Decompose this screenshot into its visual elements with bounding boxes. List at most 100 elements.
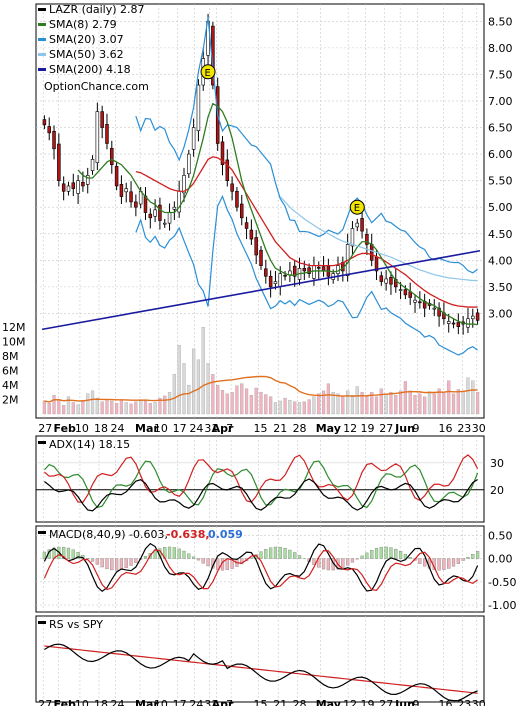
candle-body [197, 85, 200, 131]
x-tick-label-bottom: 27 [38, 698, 52, 706]
rs-panel-frame [36, 616, 484, 702]
candle-body [192, 128, 195, 150]
macd-histogram-bar [418, 559, 421, 564]
x-tick-label: 27 [38, 422, 52, 435]
x-tick-label-bottom: 30 [472, 698, 486, 706]
x-tick-label: 30 [472, 422, 486, 435]
macd-histogram-bar [356, 559, 359, 560]
macd-histogram-bar [288, 550, 291, 559]
candle-body [356, 223, 359, 227]
candle-body [255, 237, 258, 255]
candle-body [134, 202, 137, 207]
macd-y-tick-label: 0.00 [488, 553, 513, 566]
volume-bar [423, 397, 426, 414]
price-y-tick-label: 5.00 [488, 201, 513, 214]
candle-body [67, 186, 70, 191]
volume-bar [144, 401, 147, 414]
volume-bar [130, 404, 133, 414]
volume-bar [81, 400, 84, 414]
x-tick-label: 23 [457, 422, 471, 435]
volume-y-tick-label: 10M [2, 336, 26, 349]
x-tick-label: 15 [254, 422, 268, 435]
macd-histogram-bar [216, 559, 219, 570]
candle-body [53, 131, 56, 149]
volume-bar [399, 391, 402, 414]
macd-histogram-bar [471, 554, 474, 558]
macd-histogram-bar [327, 559, 330, 570]
volume-bar [221, 390, 224, 414]
candle-body [264, 269, 267, 276]
candle-body [245, 223, 248, 229]
macd-legend-swatch [38, 531, 46, 534]
watermark: OptionChance.com [44, 80, 149, 93]
volume-bar [245, 389, 248, 414]
candle-body [279, 274, 282, 287]
x-tick-label-bottom: 7 [226, 698, 233, 706]
volume-bar [269, 397, 272, 414]
volume-bar [168, 392, 171, 414]
macd-histogram-bar [106, 559, 109, 569]
candle-body [361, 218, 364, 231]
candle-body [57, 144, 60, 181]
candle-body [187, 154, 190, 174]
volume-bar [231, 392, 234, 414]
volume-bar [351, 395, 354, 414]
macd-histogram-bar [187, 554, 190, 559]
macd-histogram-bar [192, 557, 195, 559]
x-tick-label-bottom: 24 [189, 698, 203, 706]
macd-histogram-bar [91, 559, 94, 562]
price-y-tick-label: 8.00 [488, 42, 513, 55]
x-tick-label: 9 [413, 422, 420, 435]
candle-body [288, 271, 291, 275]
volume-bar [187, 385, 190, 414]
volume-bar [139, 400, 142, 414]
legend-label: LAZR (daily) 2.87 [49, 3, 145, 16]
candle-body [303, 268, 306, 271]
macd-histogram-bar [385, 547, 388, 559]
candle-body [337, 266, 340, 274]
volume-bar [240, 384, 243, 414]
volume-bar [337, 394, 340, 414]
x-tick-label-bottom: 23 [457, 698, 471, 706]
candle-body [313, 266, 316, 279]
legend-swatch [38, 53, 46, 56]
price-y-tick-label: 5.50 [488, 175, 513, 188]
volume-bar [106, 400, 109, 414]
volume-bar [390, 392, 393, 414]
legend-swatch [38, 23, 46, 26]
x-tick-label-bottom: 15 [254, 698, 268, 706]
volume-bar [279, 401, 282, 414]
macd-histogram-bar [375, 548, 378, 558]
macd-histogram-bar [394, 549, 397, 558]
candle-body [120, 184, 123, 196]
volume-bar [216, 385, 219, 414]
volume-bar [462, 391, 465, 414]
x-tick-label: May [316, 422, 341, 435]
macd-histogram-bar [173, 547, 176, 558]
candle-body [231, 184, 234, 191]
volume-bar [414, 395, 417, 414]
x-tick-label: 21 [273, 422, 287, 435]
volume-y-tick-label: 6M [2, 365, 19, 378]
volume-bar [442, 392, 445, 414]
volume-bar [322, 391, 325, 414]
macd-histogram-bar [447, 559, 450, 569]
x-tick-label: 24 [189, 422, 203, 435]
macd-histogram-bar [120, 559, 123, 570]
candle-body [154, 210, 157, 216]
x-tick-label-bottom: Feb [54, 698, 77, 706]
x-tick-label-bottom: 9 [413, 698, 420, 706]
x-tick-label: 27 [379, 422, 393, 435]
volume-bar [380, 389, 383, 414]
volume-bar [173, 374, 176, 414]
macd-histogram-bar [72, 550, 75, 559]
price-y-tick-label: 6.00 [488, 148, 513, 161]
legend-swatch [38, 38, 46, 41]
volume-y-tick-label: 4M [2, 379, 19, 392]
volume-bar [327, 384, 330, 414]
volume-bar [134, 402, 137, 414]
macd-histogram-bar [438, 559, 441, 571]
volume-bar [264, 394, 267, 414]
volume-bar [260, 392, 263, 414]
